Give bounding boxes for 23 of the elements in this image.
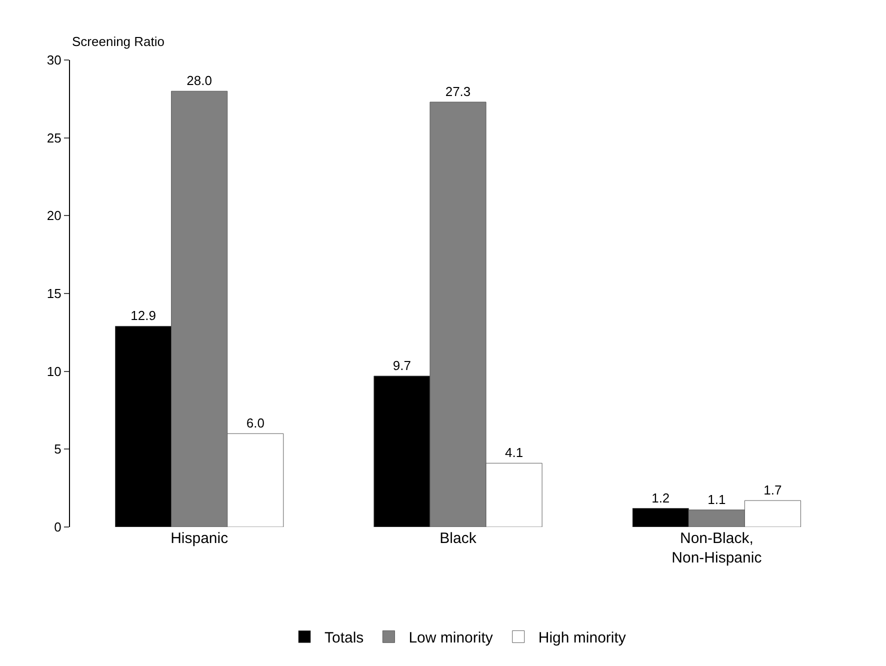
x-tick-label: Black: [440, 530, 477, 547]
y-tick-label: 0: [54, 520, 62, 535]
y-tick-label: 15: [46, 286, 62, 302]
data-label: 6.0: [246, 416, 264, 431]
y-tick-label: 20: [46, 208, 62, 224]
legend-label: Totals: [324, 630, 364, 646]
data-label: 1.7: [764, 482, 782, 498]
y-tick-label: 25: [46, 130, 62, 146]
y-tick-label: 5: [54, 442, 62, 457]
x-tick-label: Non-Black, Non-Hispanic: [672, 530, 762, 566]
data-label: 27.3: [445, 84, 471, 100]
x-tick-label: Hispanic: [170, 530, 229, 547]
data-label: 1.2: [652, 490, 670, 506]
data-label: 4.1: [505, 445, 524, 460]
data-label: 12.9: [130, 308, 156, 324]
legend-label: Low minority: [408, 630, 494, 646]
data-label: 1.1: [708, 492, 726, 507]
y-tick-label: 10: [46, 364, 62, 379]
data-label: 9.7: [392, 358, 411, 373]
data-label: 28.0: [186, 73, 212, 88]
legend-label: High minority: [538, 630, 626, 646]
y-axis-title: Screening Ratio: [72, 34, 164, 49]
y-tick-label: 30: [46, 52, 62, 68]
